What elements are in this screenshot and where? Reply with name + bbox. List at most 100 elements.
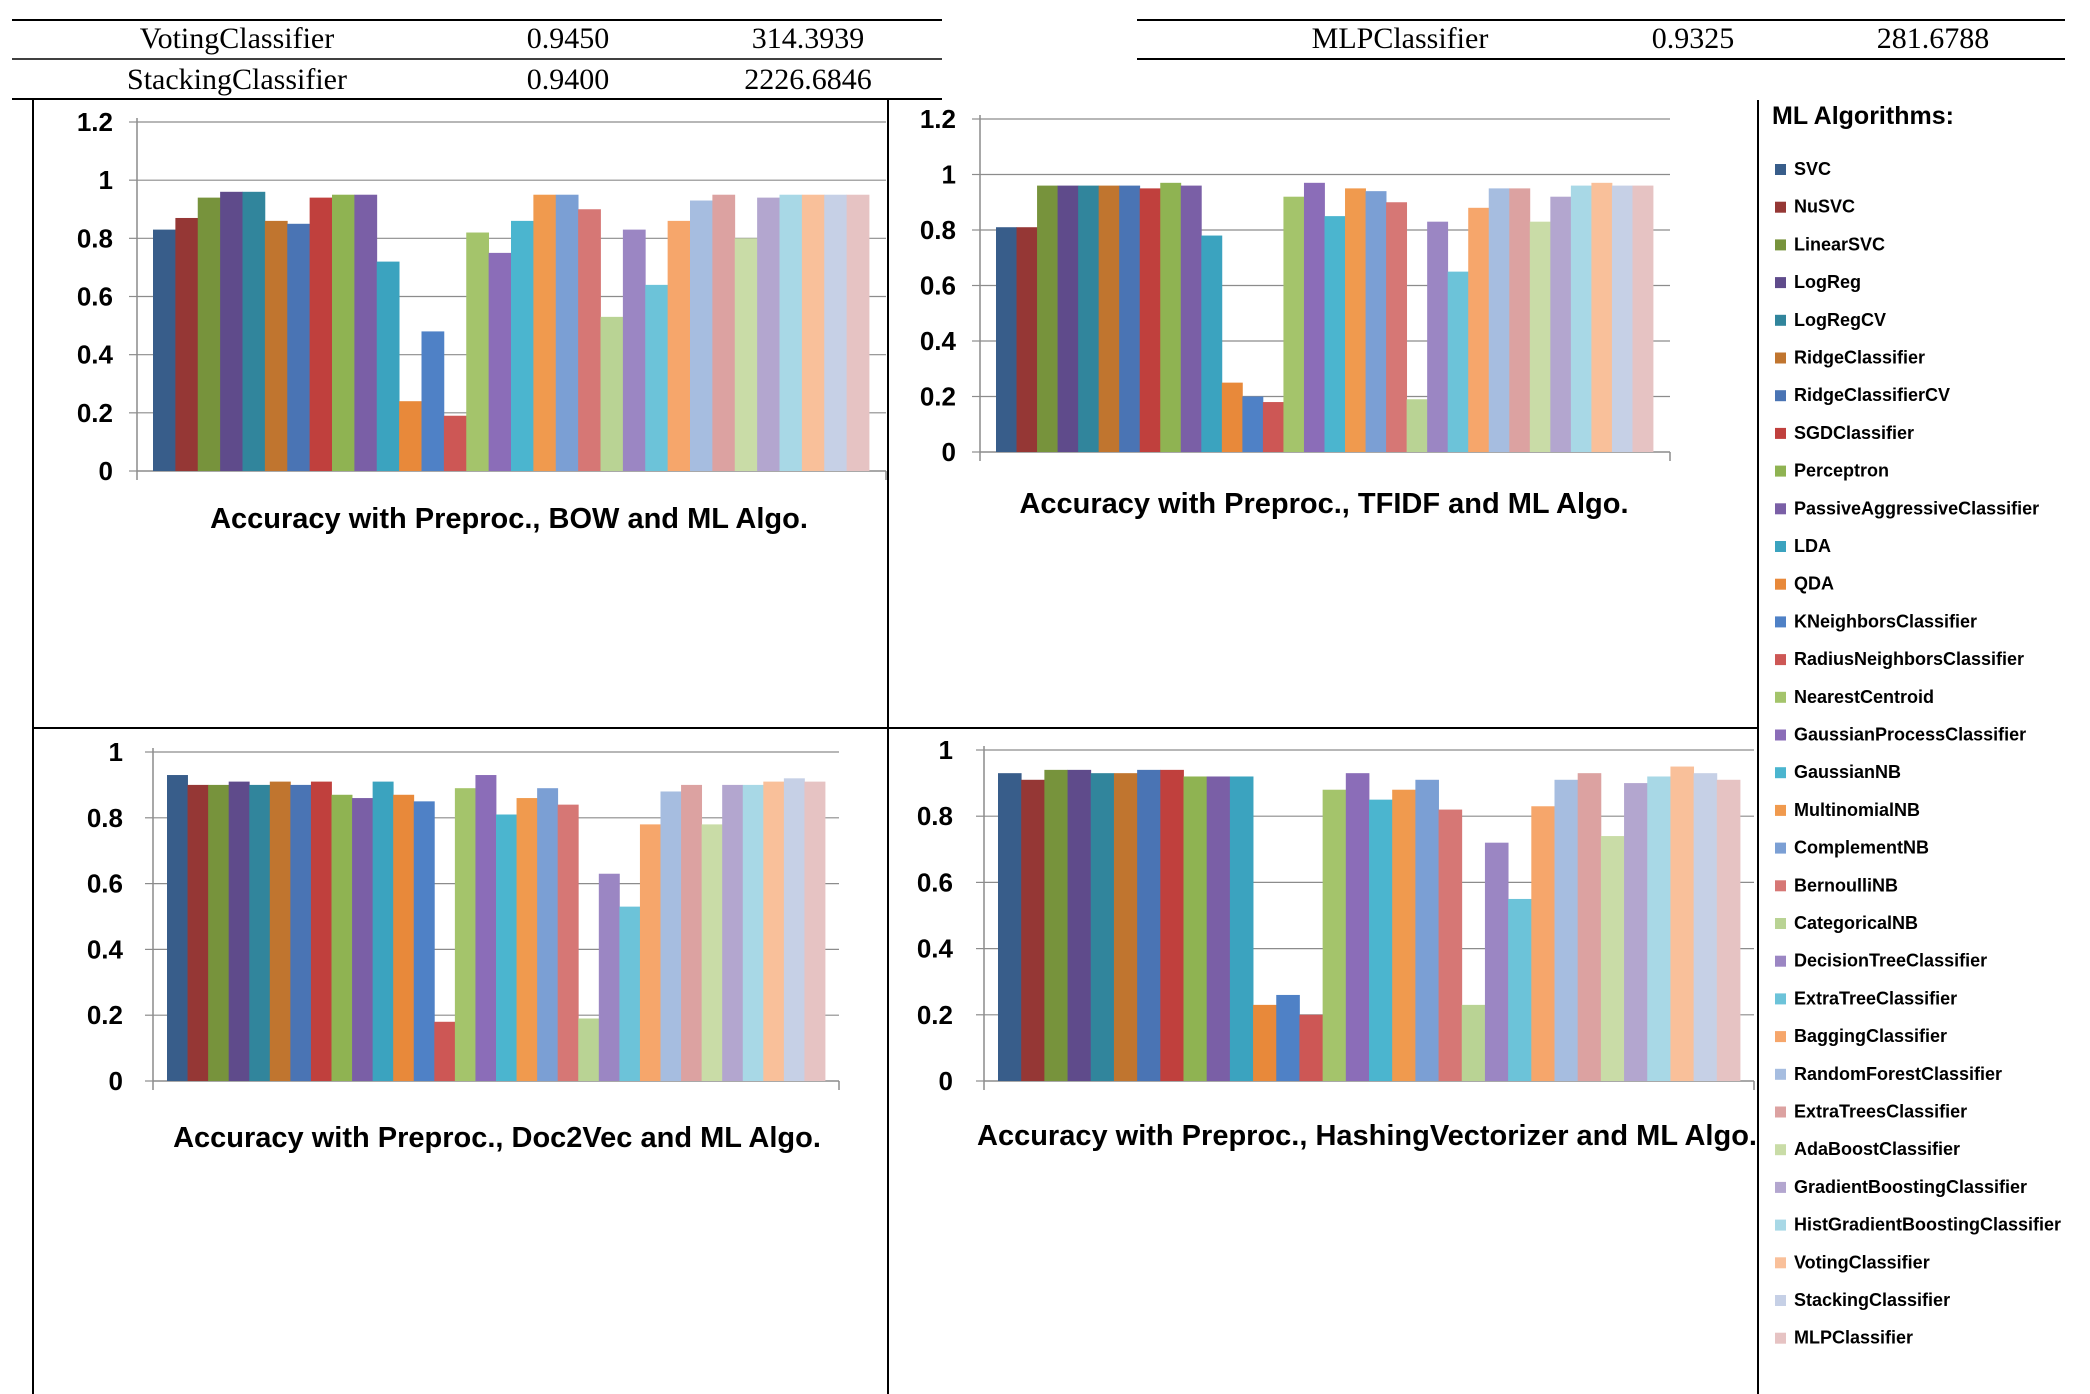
bar-LDA (1229, 776, 1254, 1081)
bar-StackingClassifier (1611, 185, 1633, 452)
bar-SGDClassifier (1139, 188, 1161, 453)
bar-MultinomialNB (1345, 188, 1366, 453)
bar-ExtraTreeClassifier (619, 906, 641, 1081)
chart-title: Accuracy with Preproc., BOW and ML Algo. (210, 503, 808, 535)
bar-VotingClassifier (763, 781, 785, 1081)
bar-RadiusNeighborsClassifier (1262, 402, 1284, 452)
bar-GaussianNB (511, 220, 534, 471)
y-tick-label: 1 (942, 160, 956, 190)
legend-item-label: AdaBoostClassifier (1794, 1139, 1960, 1159)
bar-VotingClassifier (801, 194, 825, 471)
legend-swatch (1775, 955, 1786, 967)
y-tick-label: 1 (99, 165, 113, 195)
y-tick-label: 0.4 (920, 326, 957, 356)
bar-LogReg (220, 191, 243, 472)
bar-RidgeClassifierCV (1137, 769, 1161, 1081)
bar-HistGradientBoostingClassifier (779, 194, 803, 471)
legend-item-label: PassiveAggressiveClassifier (1794, 498, 2039, 518)
bar-DecisionTreeClassifier (1427, 221, 1449, 452)
bar-GaussianNB (1369, 799, 1393, 1081)
bar-LogReg (1057, 185, 1079, 452)
legend-item-label: GradientBoostingClassifier (1794, 1177, 2027, 1197)
chart-title: Accuracy with Preproc., TFIDF and ML Alg… (1019, 488, 1628, 520)
bar-BaggingClassifier (667, 220, 691, 471)
bar-GradientBoostingClassifier (1550, 196, 1572, 452)
top-table: VotingClassifier 0.9450 314.3939 Stackin… (12, 19, 2065, 100)
bar-MLPClassifier (846, 194, 870, 471)
bar-PassiveAggressiveClassifier (352, 798, 374, 1081)
bar-LinearSVC (197, 197, 221, 471)
legend-swatch (1775, 201, 1786, 213)
bar-RandomForestClassifier (690, 200, 713, 471)
bar-SVC (153, 229, 176, 471)
bar-NearestCentroid (1283, 196, 1305, 452)
y-tick-label: 1 (109, 737, 123, 767)
bar-Perceptron (1183, 776, 1208, 1081)
bar-RidgeClassifierCV (1119, 185, 1141, 452)
legend-swatch (1775, 578, 1786, 590)
legend-item-label: VotingClassifier (1794, 1252, 1930, 1272)
bar-HistGradientBoostingClassifier (1570, 185, 1592, 452)
legend-swatch (1775, 277, 1786, 289)
bar-KNeighborsClassifier (413, 801, 435, 1081)
bar-PassiveAggressiveClassifier (1180, 185, 1202, 452)
y-tick-label: 0.6 (920, 271, 956, 301)
bar-RidgeClassifier (269, 781, 291, 1081)
bar-LogRegCV (242, 191, 266, 472)
table-row-3-time: 281.6788 (1877, 22, 1990, 55)
bar-LDA (376, 261, 400, 471)
legend-swatch (1775, 1219, 1786, 1231)
bar-NuSVC (1021, 779, 1045, 1081)
legend-item-label: MultinomialNB (1794, 800, 1920, 820)
legend-item-label: KNeighborsClassifier (1794, 611, 1977, 631)
bar-BernoulliNB (1386, 202, 1408, 452)
bar-BernoulliNB (578, 209, 601, 471)
legend-swatch (1775, 541, 1786, 552)
bar-NearestCentroid (454, 788, 476, 1081)
bar-StackingClassifier (824, 194, 848, 471)
bar-ComplementNB (1365, 191, 1387, 452)
chart-2: 0 0.2 0.4 0.6 0.8 1 1.2 Accuracy with Preproc.,… (920, 104, 1671, 520)
legend-item-label: GaussianNB (1794, 762, 1901, 782)
bar-CategoricalNB (1461, 1004, 1486, 1081)
panel-frame (32, 100, 1759, 1394)
y-tick-label: 1.2 (920, 104, 956, 134)
legend-swatch (1775, 1257, 1786, 1269)
y-tick-label: 0.8 (77, 223, 113, 253)
bar-BaggingClassifier (1468, 207, 1490, 452)
legend-swatch (1775, 993, 1786, 1005)
bar-VotingClassifier (1591, 182, 1613, 452)
bar-LinearSVC (1037, 185, 1058, 452)
legend-swatch (1775, 1332, 1786, 1344)
bar-ComplementNB (555, 194, 579, 471)
bar-PassiveAggressiveClassifier (354, 194, 378, 471)
legend-item-label: CategoricalNB (1794, 913, 1918, 933)
bar-GradientBoostingClassifier (722, 784, 744, 1081)
bar-LinearSVC (1044, 769, 1068, 1081)
bar-RidgeClassifierCV (290, 784, 312, 1081)
bar-AdaBoostClassifier (734, 238, 758, 471)
bar-PassiveAggressiveClassifier (1206, 776, 1231, 1081)
bar-GradientBoostingClassifier (757, 197, 780, 471)
table-row-2-name: StackingClassifier (127, 63, 347, 96)
legend-swatch (1775, 427, 1786, 439)
legend-swatch (1775, 314, 1786, 326)
legend-item-label: NearestCentroid (1794, 687, 1934, 707)
legend-swatch (1775, 880, 1786, 892)
legend-swatch (1775, 352, 1786, 364)
y-tick-label: 0.6 (77, 282, 113, 312)
bar-MLPClassifier (1716, 779, 1741, 1081)
legend-swatch (1775, 691, 1786, 703)
legend-item-label: LogRegCV (1794, 310, 1886, 330)
bar-MultinomialNB (516, 798, 538, 1081)
legend-swatch (1775, 465, 1786, 477)
bar-QDA (393, 794, 415, 1081)
bar-HistGradientBoostingClassifier (1647, 776, 1671, 1081)
legend-item-label: RadiusNeighborsClassifier (1794, 649, 2024, 669)
bar-LDA (372, 781, 394, 1081)
bar-Perceptron (332, 194, 355, 471)
table-row-1-name: VotingClassifier (140, 22, 334, 55)
chart-4: 0 0.2 0.4 0.6 0.8 1 Accuracy with Preproc., Ha… (917, 735, 1757, 1152)
bar-VotingClassifier (1670, 766, 1695, 1081)
chart-title: Accuracy with Preproc., Doc2Vec and ML A… (173, 1122, 821, 1154)
